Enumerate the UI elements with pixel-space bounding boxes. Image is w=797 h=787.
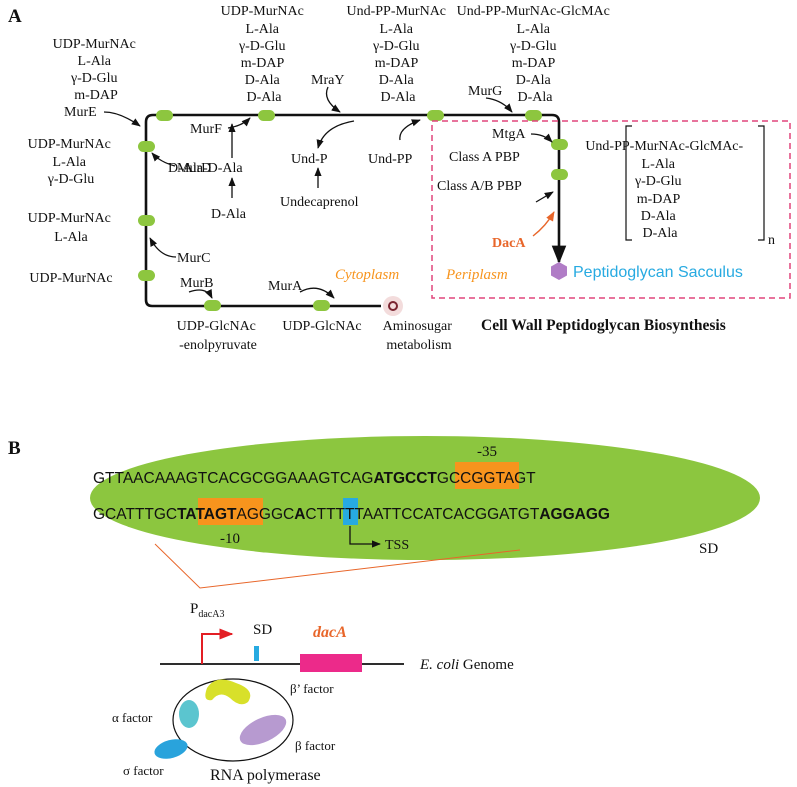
aminosugar-start-icon (383, 296, 403, 316)
box-minus35 (455, 462, 519, 489)
node-udp-murnac (138, 270, 155, 281)
pathway-backbone (144, 113, 561, 308)
label-d-ala-d-ala-text: D-Ala-D-Ala (168, 161, 243, 176)
label-udp-murnac-la: UDP-MurNAc L-Ala (28, 211, 115, 245)
mura-arrow (299, 287, 335, 299)
label-sd-gene: SD (253, 622, 272, 638)
label-alpha-factor: α factor (112, 710, 153, 725)
label-und-pp-murnac-penta: Und-PP-MurNAc L-Ala γ-D-Glu m-DAP D-Ala … (346, 4, 449, 105)
label-udp-glcnac-enolpyruvate: UDP-GlcNAc -enolpyruvate (177, 319, 260, 353)
daca-arrow (532, 211, 555, 237)
tss-arrow (349, 526, 381, 548)
sequence-line-1: GTTAACAAAGTCACGCGGAAAGTCAGATGCCTGCCGGTAG… (93, 470, 536, 487)
rna-polymerase-outline (172, 678, 294, 762)
enzyme-class-ab-pbp: Class A/B PBP (437, 179, 522, 194)
label-und-pp: Und-PP (368, 152, 413, 167)
sigma-subunit (154, 739, 188, 759)
label-rna-polymerase: RNA polymerase (210, 767, 321, 784)
sd-marker (254, 646, 259, 661)
label-udp-murnac-penta: UDP-MurNAc L-Ala γ-D-Glu m-DAP D-Ala D-A… (221, 4, 308, 105)
panel-a-label: A (8, 6, 22, 27)
label-aminosugar-metabolism: Aminosugar metabolism (383, 319, 456, 353)
enzyme-mray: MraY (311, 73, 344, 88)
node-udp-glcnac-enolpyruvate (204, 300, 221, 311)
reaction-arrows (103, 86, 554, 299)
title-cell-wall-biosynthesis: Cell Wall Peptidoglycan Biosynthesis (481, 317, 726, 334)
label-und-pp-glcmac-penta: Und-PP-MurNAc-GlcMAc L-Ala γ-D-Glu m-DAP… (457, 4, 614, 105)
label-promoter: PdacA3 (190, 601, 224, 620)
node-und-pp-murnac-penta (427, 110, 444, 121)
box-minus10 (198, 498, 263, 525)
node-udp-murnac-penta (258, 110, 275, 121)
label-udp-murnac-dap: UDP-MurNAc L-Ala γ-D-Glu m-DAP (53, 37, 140, 103)
label-gene-daca: dacA (313, 624, 347, 641)
enzyme-mtga: MtgA (492, 127, 526, 142)
node-und-pp-glcmac-penta (525, 110, 542, 121)
label-undecaprenol: Undecaprenol (280, 195, 359, 210)
label-sigma-factor: σ factor (123, 763, 164, 778)
node-udp-murnac-la-glu (138, 141, 155, 152)
node-udp-murnac-dap (156, 110, 173, 121)
enzyme-mure: MurE (64, 105, 97, 120)
node-udp-murnac-la (138, 215, 155, 226)
beta-prime-subunit (205, 679, 251, 705)
sacculus-hexagon-icon (551, 262, 567, 280)
murg-arrow (485, 97, 513, 113)
label-peptidoglycan-sacculus: Peptidoglycan Sacculus (573, 264, 743, 281)
sequence-line-2: GCATTTGCTATAGTAGGGCACTTTTTAATTCCATCACGGA… (93, 506, 610, 523)
alpha-subunit (179, 700, 199, 728)
enzyme-murb: MurB (180, 276, 213, 291)
pathway-nodes (138, 110, 568, 311)
label-tss: TSS (385, 538, 409, 553)
label-d-ala: D-Ala (211, 207, 247, 222)
label-genome: E. coli Genome (419, 657, 514, 673)
mure-arrow (103, 111, 141, 127)
enzyme-murf: MurF (190, 122, 222, 137)
enzyme-mura: MurA (268, 279, 303, 294)
und-p-arrow (316, 120, 355, 149)
mtga-arrow (530, 133, 553, 143)
und-pp-arrow (399, 119, 421, 141)
enzyme-murg: MurG (468, 84, 502, 99)
node-udp-glcnac (313, 300, 330, 311)
gene-daca-box (300, 654, 362, 672)
periplasm-box (431, 120, 791, 299)
label-periplasm: Periplasm (445, 267, 508, 283)
label-minus35: -35 (477, 444, 497, 460)
label-beta-factor: β factor (295, 738, 336, 753)
label-minus10: -10 (220, 531, 240, 547)
label-beta-prime-factor: β’ factor (290, 681, 334, 696)
murc-arrow (149, 237, 177, 258)
label-udp-murnac: UDP-MurNAc (29, 271, 112, 286)
label-udp-glcnac: UDP-GlcNAc (282, 319, 361, 334)
enzyme-daca: DacA (492, 236, 526, 251)
enzyme-murc: MurC (177, 251, 210, 266)
beta-subunit (239, 714, 287, 746)
label-und-p: Und-P (291, 152, 328, 167)
panel-b-label: B (8, 438, 21, 459)
promoter-ellipse (90, 436, 760, 560)
murf-arrow (227, 117, 251, 129)
node-class-a-pbp (551, 169, 568, 180)
promoter-arrow-icon (201, 628, 234, 664)
murd-arrow (151, 152, 176, 167)
murb-arrow (188, 289, 213, 299)
label-cytoplasm: Cytoplasm (335, 267, 399, 283)
label-udp-murnac-la-glu: UDP-MurNAc L-Ala γ-D-Glu (28, 137, 115, 187)
class-ab-pbp-arrow (535, 191, 554, 203)
aminosugar-start-ring (388, 301, 398, 311)
polymer-bracket-right (758, 125, 765, 241)
label-polymer-unit: Und-PP-MurNAc-GlcMAc- L-Ala γ-D-Glu m-DA… (585, 139, 746, 241)
enzyme-class-a-pbp: Class A PBP (449, 150, 520, 165)
enzyme-murd: MurD (177, 161, 211, 176)
label-polymer-n: n (768, 233, 775, 248)
mray-arrow (325, 86, 341, 113)
box-tss-base (343, 498, 358, 525)
polymer-bracket-left (625, 125, 632, 241)
zoom-connector (154, 543, 521, 589)
node-lipid-ii-flipped (551, 139, 568, 150)
label-sd-sequence: SD (699, 541, 718, 557)
